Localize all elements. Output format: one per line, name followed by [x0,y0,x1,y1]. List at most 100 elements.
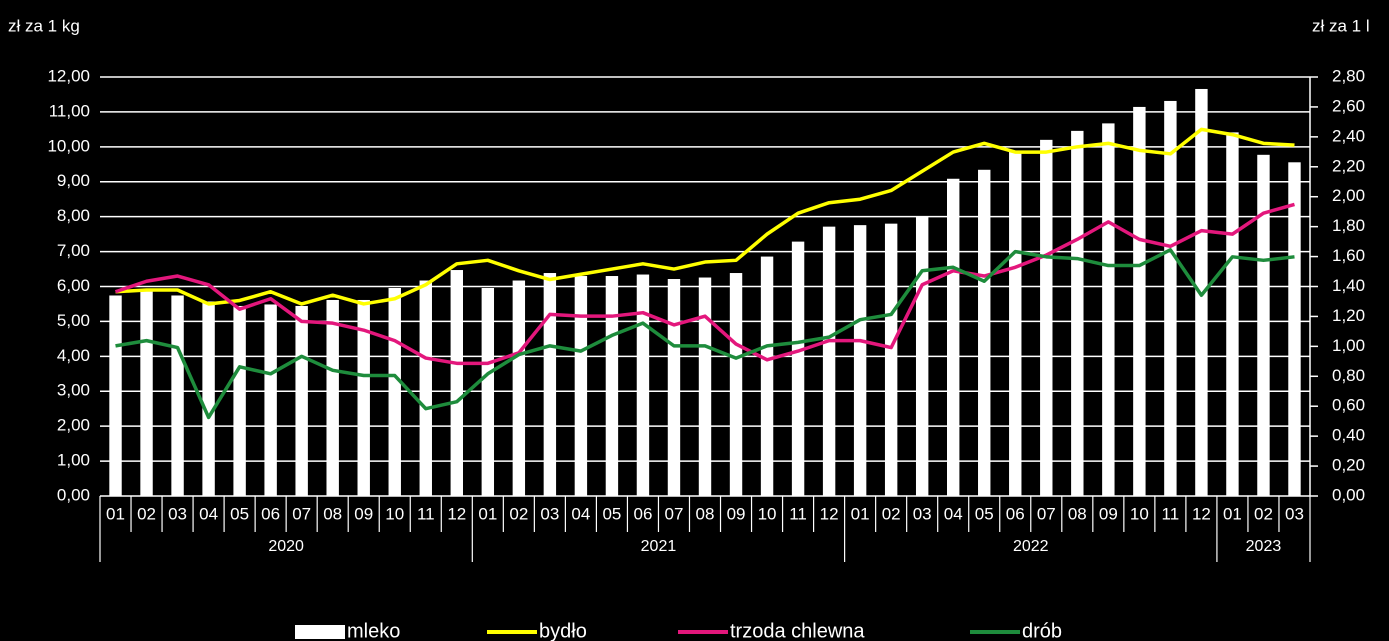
legend-label: bydło [539,620,587,641]
bar [171,295,184,496]
bar [853,225,867,496]
y-axis-label: zł za 1 kg [8,16,80,35]
y2-tick-label: 2,80 [1332,66,1365,85]
y-tick-label: 1,00 [57,451,90,470]
x-tick-label: 06 [1006,504,1025,523]
bar [543,273,557,496]
y-tick-label: 7,00 [57,241,90,260]
x-tick-label: 01 [1223,504,1242,523]
y-tick-label: 4,00 [57,346,90,365]
x-tick-label: 04 [944,504,963,523]
y2-tick-label: 0,00 [1332,485,1365,504]
bar [264,304,277,496]
y2-tick-label: 1,60 [1332,246,1365,265]
bar [915,216,929,497]
x-tick-label: 02 [1254,504,1273,523]
bar [1009,151,1022,497]
bar [884,223,898,496]
y2-tick-label: 0,20 [1332,456,1365,475]
y2-tick-label: 2,40 [1332,126,1365,145]
x-tick-label: 01 [478,504,497,523]
bar [1040,139,1053,496]
bar [760,256,774,496]
x-tick-label: 07 [665,504,684,523]
x-group-label: 2023 [1246,538,1282,555]
bar [233,305,246,496]
bar [822,226,836,496]
y2-tick-label: 2,60 [1332,96,1365,115]
bar [947,178,960,496]
bar [357,299,370,496]
y-tick-label: 12,00 [47,66,90,85]
x-tick-label: 09 [1099,504,1118,523]
bar [481,287,495,496]
x-tick-label: 02 [509,504,528,523]
y2-tick-label: 1,40 [1332,276,1365,295]
x-tick-label: 11 [1162,504,1180,523]
bar [667,279,681,496]
bar [729,273,743,496]
y-tick-label: 11,00 [49,101,90,120]
bar [605,276,619,496]
x-tick-label: 12 [820,504,839,523]
x-tick-label: 08 [1068,504,1087,523]
bar [1071,130,1084,496]
x-tick-label: 07 [292,504,311,523]
bar [1102,123,1115,496]
bar [574,276,588,496]
x-tick-label: 09 [727,504,746,523]
x-tick-label: 03 [540,504,559,523]
y-tick-label: 8,00 [57,206,90,225]
y-tick-label: 2,00 [57,416,90,435]
x-group-label: 2022 [1013,538,1049,555]
y2-tick-label: 0,60 [1332,396,1365,415]
bar [1288,162,1301,496]
y-tick-label: 6,00 [57,276,90,295]
y-tick-label: 10,00 [47,136,90,155]
x-tick-label: 12 [447,504,466,523]
x-tick-label: 01 [106,504,125,523]
bar [419,280,432,496]
x-group-label: 2020 [268,538,304,555]
y-tick-label: 9,00 [57,171,90,190]
bar [326,299,339,496]
x-tick-label: 06 [261,504,280,523]
line [114,202,1295,366]
x-tick-label: 10 [758,504,777,523]
x-tick-label: 05 [975,504,994,523]
legend-swatch [295,625,345,639]
line [115,248,1295,420]
x-tick-label: 03 [1285,504,1304,523]
y2-tick-label: 1,80 [1332,216,1365,235]
bar [698,277,712,496]
x-tick-label: 03 [168,504,187,523]
y2-tick-label: 0,80 [1332,366,1365,385]
bar [388,287,401,496]
y-tick-label: 3,00 [57,381,90,400]
bar [1257,154,1270,497]
line [115,127,1295,306]
bar [295,305,308,496]
legend-label: mleko [347,620,400,641]
bar [978,169,991,496]
x-tick-label: 12 [1192,504,1211,523]
x-tick-label: 04 [571,504,590,523]
bar [1164,100,1177,496]
y2-tick-label: 2,00 [1332,186,1365,205]
y2-axis-label: zł za 1 l [1312,16,1370,35]
x-tick-label: 05 [230,504,249,523]
x-tick-label: 03 [913,504,932,523]
bar [109,295,122,496]
y-tick-label: 5,00 [57,311,90,330]
y2-tick-label: 2,20 [1332,156,1365,175]
bar [202,301,215,496]
bar [791,241,805,496]
x-tick-label: 05 [602,504,621,523]
bar [1226,132,1239,496]
x-tick-label: 06 [633,504,652,523]
bar [1133,106,1146,496]
x-tick-label: 01 [851,504,870,523]
bar [512,280,526,496]
x-tick-label: 09 [354,504,373,523]
